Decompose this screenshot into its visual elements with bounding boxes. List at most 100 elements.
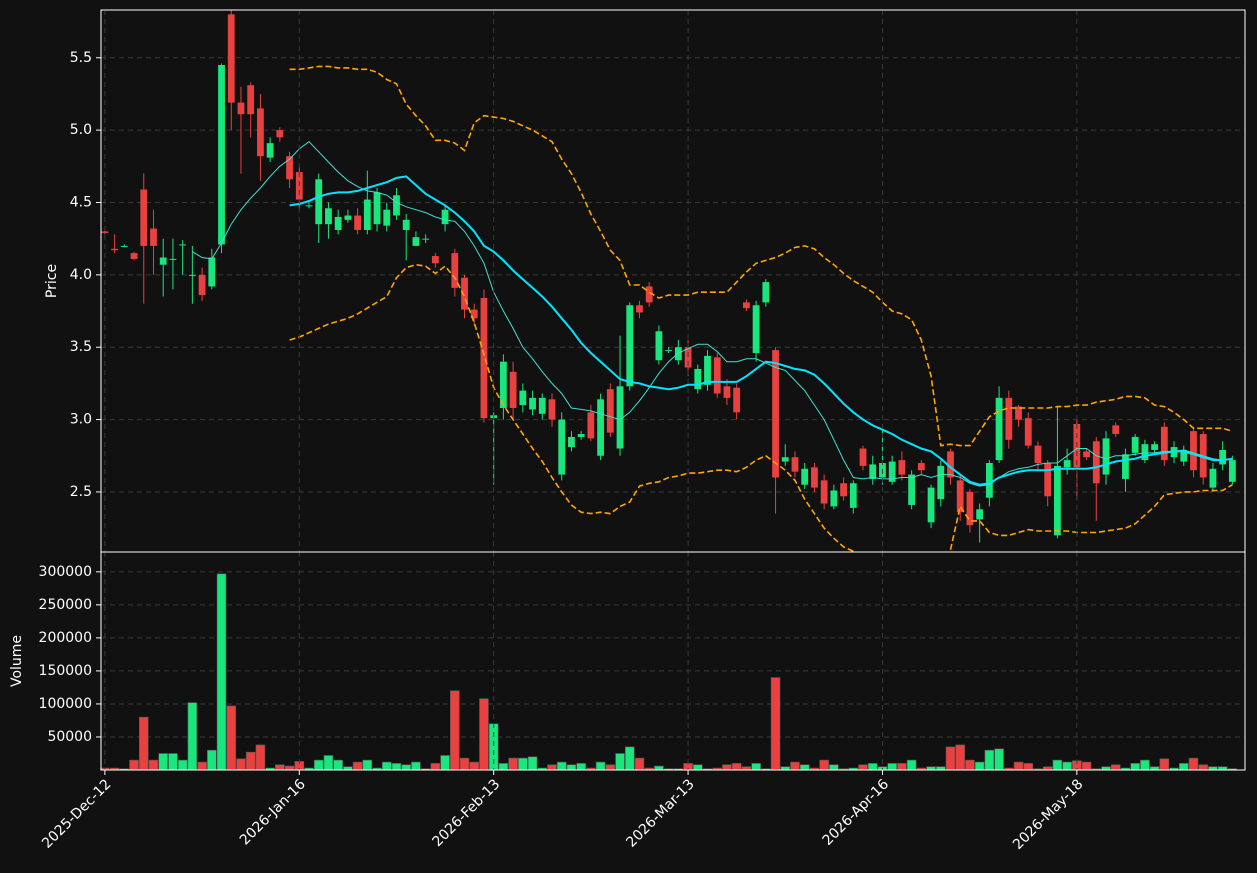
volume-bar — [1188, 757, 1199, 771]
volume-bar — [216, 573, 227, 771]
volume-bar — [479, 698, 489, 771]
volume-bar — [615, 753, 625, 771]
candle-body — [665, 350, 673, 352]
y-tick-label: 200000 — [39, 630, 92, 646]
candle-body — [179, 244, 187, 246]
volume-bar — [799, 764, 810, 771]
candle-body — [908, 474, 916, 505]
candle-body — [548, 399, 556, 420]
candle-body — [538, 397, 546, 414]
y-tick-label: 150000 — [39, 663, 92, 679]
candle-body — [130, 253, 138, 259]
volume-bar — [1052, 759, 1063, 771]
y-tick-label: 3.0 — [70, 412, 92, 428]
candle-body — [1131, 436, 1139, 453]
volume-bar — [887, 763, 897, 771]
y-tick-label: 4.0 — [70, 267, 92, 283]
candle-body — [257, 108, 264, 157]
candle-body — [859, 448, 867, 466]
candle-body — [655, 331, 663, 361]
candle-body — [519, 390, 527, 406]
candle-body — [266, 143, 274, 158]
volume-bar — [245, 751, 256, 771]
candle-body — [966, 491, 974, 526]
volume-bar — [352, 761, 363, 771]
candle-body — [363, 199, 371, 230]
volume-bar — [566, 764, 577, 771]
candle-body — [529, 397, 536, 410]
candle-body — [1034, 445, 1042, 463]
candle-body — [684, 347, 692, 368]
volume-bar — [508, 757, 518, 771]
volume-bar — [693, 764, 703, 771]
candle-body — [1054, 465, 1061, 536]
indicator-line — [949, 484, 1233, 550]
volume-bar — [187, 702, 198, 771]
volume-bar — [1140, 759, 1150, 771]
candle-body — [499, 361, 507, 408]
candle-body — [441, 209, 449, 225]
candle-body — [616, 386, 624, 449]
candle-body — [111, 248, 119, 251]
candle-body — [947, 451, 954, 478]
y-tick-label: 300000 — [39, 564, 92, 580]
y-tick-label: 5.0 — [70, 122, 92, 138]
volume-bar — [624, 746, 635, 771]
volume-bar — [1178, 763, 1189, 771]
candle-body — [393, 195, 400, 216]
volume-bar — [1198, 764, 1208, 771]
candle-body — [1112, 425, 1120, 435]
candle-body — [150, 228, 157, 246]
candle-body — [1102, 438, 1110, 475]
candle-body — [1141, 444, 1149, 461]
volume-bar — [994, 748, 1004, 771]
candle-body — [334, 216, 342, 230]
candle-body — [840, 483, 847, 497]
volume-bar — [138, 716, 149, 771]
volume-bar — [391, 763, 402, 771]
y-tick-label: 5.5 — [70, 50, 92, 66]
candle-body — [937, 465, 945, 500]
volume-bar — [129, 759, 139, 771]
candle-body — [830, 490, 838, 507]
volume-bar — [1023, 763, 1034, 771]
candle-body — [733, 387, 741, 413]
candle-body — [597, 399, 604, 456]
candle-body — [451, 253, 459, 288]
volume-bar — [751, 763, 761, 771]
volume-bar — [518, 757, 528, 771]
volume-bar — [1013, 761, 1024, 771]
volume-bar — [450, 690, 460, 771]
candle-body — [606, 389, 614, 433]
candle-body — [1063, 460, 1071, 468]
candle-body — [694, 368, 702, 390]
volume-bar — [148, 759, 159, 771]
candle-body — [985, 462, 993, 498]
candle-body — [674, 347, 682, 361]
volume-bar — [634, 757, 645, 771]
candle-body — [237, 102, 245, 115]
volume-bar — [819, 759, 829, 771]
candle-body — [704, 355, 711, 385]
y-axis-label: Volume — [9, 635, 25, 687]
volume-bar — [897, 763, 907, 771]
volume-bar — [1081, 761, 1092, 771]
volume-bar — [731, 763, 742, 771]
volume-bar — [381, 761, 392, 771]
candle-body — [568, 436, 575, 448]
y-tick-label: 2.5 — [70, 484, 92, 500]
y-tick-label: 4.5 — [70, 194, 92, 210]
candle-body — [1190, 431, 1197, 471]
candle-body — [1092, 441, 1100, 484]
candle-body — [927, 487, 935, 523]
volume-bar — [362, 759, 373, 771]
candle-body — [626, 305, 634, 387]
volume-bar — [605, 764, 616, 771]
candle-body — [286, 156, 293, 180]
candle-body — [247, 85, 255, 115]
volume-bar — [236, 758, 246, 771]
candle-body — [1024, 418, 1032, 446]
volume-bar — [556, 761, 567, 771]
volume-bar — [829, 764, 839, 771]
